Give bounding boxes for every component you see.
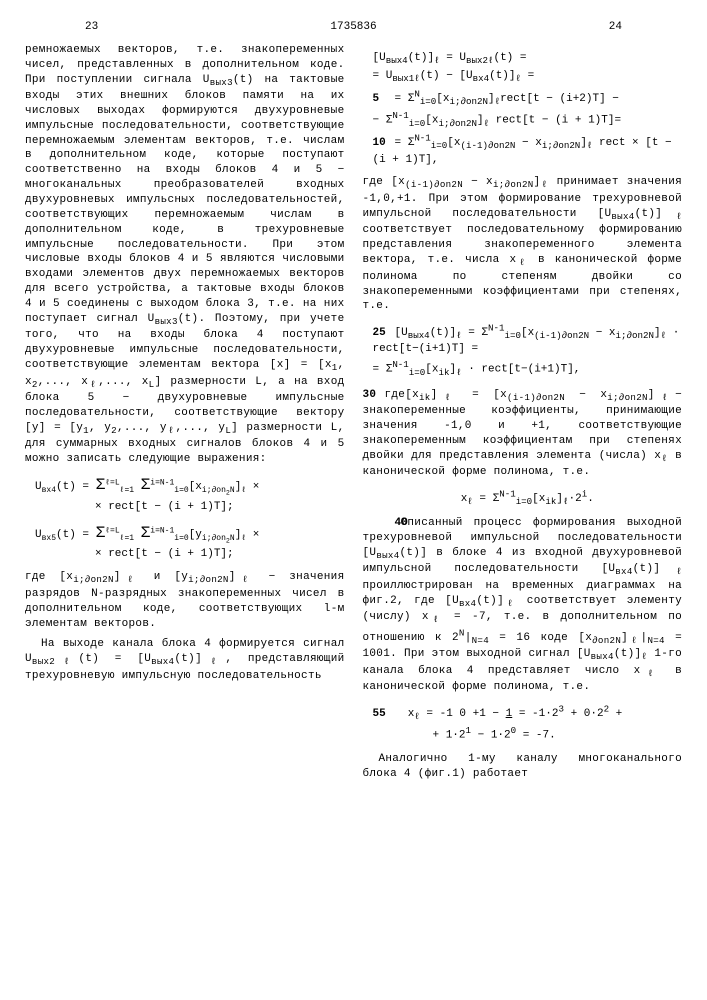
left-bottom-para: На выходе канала блока 4 формируется сиг… bbox=[25, 637, 345, 683]
page-number-right: 24 bbox=[609, 20, 622, 35]
formula-uvx5: Uвх5(t) = Σℓ=Lℓ=1 Σi=N-1i=0[yi;∂on2N]ℓ ×… bbox=[25, 523, 345, 563]
formula-mid: 25[Uвых4(t)]ℓ = ΣN-1i=0[x(i-1)∂on2N − xi… bbox=[363, 322, 683, 379]
formula-calc: 55 xℓ = -1 0 +1 − 1 = -1·23 + 0·22 + + 1… bbox=[363, 703, 683, 744]
left-column: ремножаемых векторов, т.е. знакопеременн… bbox=[25, 43, 345, 788]
right-para-3: 40Описанный процесс формирования выходно… bbox=[363, 516, 683, 695]
right-para-4: Аналогично 1-му каналу многоканального б… bbox=[363, 752, 683, 782]
right-para-2: 30где[xik]ℓ = [x(i-1)∂on2N − xi;∂on2N]ℓ−… bbox=[363, 388, 683, 481]
document-number: 1735836 bbox=[330, 20, 376, 35]
formula-uvx4: Uвх4(t) = Σℓ=Lℓ=1 Σi=N-1i=0[xi;∂on2N]ℓ ×… bbox=[25, 475, 345, 515]
where-definition: где [xi;∂on2N]ℓ и [yi;∂on2N]ℓ − значения… bbox=[25, 570, 345, 631]
formula-xl: xℓ = ΣN-1i=0[xik]ℓ·2i. bbox=[363, 488, 683, 508]
formula-uvyx4-header: [Uвых4(t)]ℓ = Uвых2ℓ(t) = = Uвых1ℓ(t) − … bbox=[363, 51, 683, 168]
right-column: [Uвых4(t)]ℓ = Uвых2ℓ(t) = = Uвых1ℓ(t) − … bbox=[363, 43, 683, 788]
page-number-left: 23 bbox=[85, 20, 98, 35]
left-para-1: ремножаемых векторов, т.е. знакопеременн… bbox=[25, 43, 345, 467]
right-para-1: где [x(i-1)∂on2N − xi;∂on2N]ℓ принимает … bbox=[363, 175, 683, 314]
